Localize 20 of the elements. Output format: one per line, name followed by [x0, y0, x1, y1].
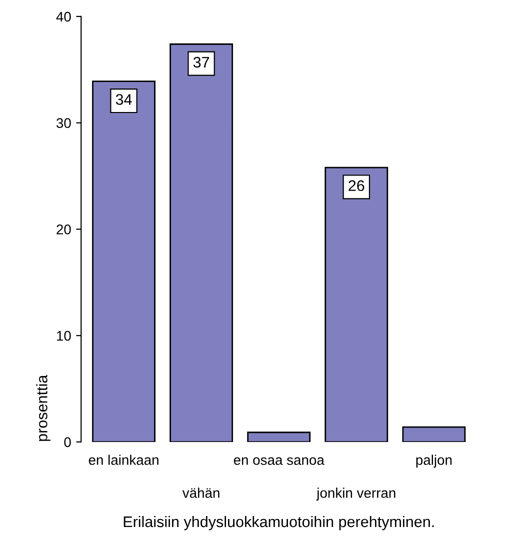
data-label: 26: [348, 180, 364, 192]
bar: [170, 43, 234, 442]
bar: [247, 432, 311, 442]
y-tick-label: 0: [64, 437, 71, 448]
bar: [402, 426, 466, 442]
y-tick-label: 40: [56, 12, 71, 22]
x-tick-label: vähän: [182, 488, 220, 498]
data-label: 37: [193, 56, 210, 68]
y-axis-title: prosenttia: [36, 374, 50, 441]
data-label: 34: [116, 94, 132, 105]
x-axis-title: Erilaisiin yhdysluokkamuotoihin perehtyminen.: [124, 516, 434, 530]
x-tick-label: paljon: [416, 454, 452, 468]
bar: [324, 166, 388, 442]
bar: [92, 80, 156, 442]
y-tick-label: 20: [56, 224, 71, 234]
x-tick-label: jonkin verran: [316, 488, 396, 501]
y-tick-label: 10: [57, 330, 71, 341]
x-tick-label: en osaa sanoa: [234, 457, 324, 465]
y-tick-label: 30: [56, 118, 71, 128]
x-tick-label: en lainkaan: [88, 454, 158, 465]
